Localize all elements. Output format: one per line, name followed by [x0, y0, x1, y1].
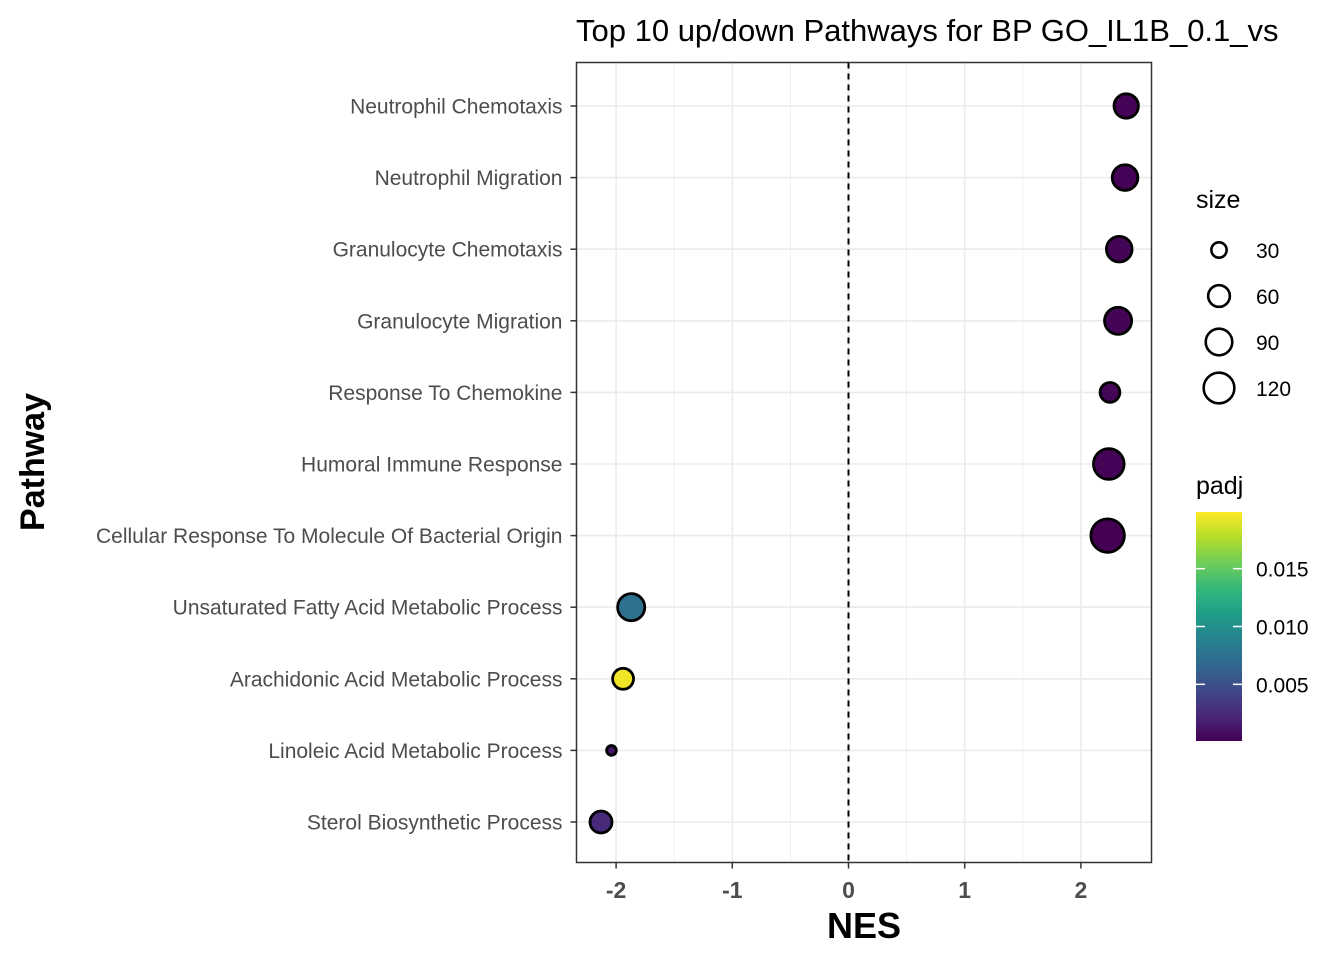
y-tick-label: Cellular Response To Molecule Of Bacteri… [96, 525, 563, 548]
major-gridlines [576, 62, 1152, 863]
size-legend-title: size [1196, 186, 1240, 214]
y-tick-label: Humoral Immune Response [301, 454, 562, 477]
chart-title: Top 10 up/down Pathways for BP GO_IL1B_0… [576, 13, 1279, 48]
colorbar-tick-label: 0.005 [1256, 674, 1309, 697]
point-3 [1105, 234, 1134, 264]
x-tick-label: -1 [722, 877, 743, 903]
x-tick-label: 0 [842, 877, 855, 903]
point-1 [1112, 92, 1140, 120]
size-legend-label: 90 [1256, 332, 1279, 355]
size-legend-circle [1202, 371, 1236, 405]
x-tick-label: -2 [606, 877, 626, 903]
colorbar-tick-label: 0.015 [1256, 559, 1309, 582]
x-tick-label: 2 [1075, 877, 1088, 903]
point-8 [616, 592, 647, 623]
y-tick-label: Neutrophil Migration [375, 167, 563, 190]
y-tick-label: Response To Chemokine [328, 382, 562, 405]
y-tick-label: Granulocyte Migration [357, 310, 562, 333]
size-legend-circle [1210, 241, 1228, 259]
point-9 [611, 666, 635, 691]
point-4 [1103, 305, 1134, 336]
colorbar-ticks: 0.005 0.010 0.015 [1196, 559, 1309, 697]
size-legend: size 30 60 90 120 [1196, 186, 1291, 405]
x-axis-title: NES [827, 905, 901, 946]
color-legend: padj 0.005 0.010 0.015 [1196, 472, 1309, 741]
point-10 [605, 744, 618, 757]
y-axis-title: Pathway [14, 393, 52, 531]
size-legend-label: 30 [1256, 240, 1279, 263]
plot-panel-border [575, 61, 1153, 864]
y-tick-label: Linoleic Acid Metabolic Process [268, 740, 562, 763]
point-2 [1110, 163, 1140, 192]
point-6 [1092, 447, 1126, 481]
point-11 [588, 809, 614, 835]
size-legend-circle [1206, 283, 1232, 309]
color-legend-title: padj [1196, 472, 1243, 500]
plot-panel [576, 62, 1152, 863]
y-axis: Neutrophil Chemotaxis Neutrophil Migratio… [96, 96, 577, 835]
size-legend-circle [1204, 327, 1234, 357]
y-tick-label: Neutrophil Chemotaxis [350, 96, 562, 119]
point-7 [1089, 517, 1126, 554]
size-legend-label: 120 [1256, 378, 1291, 401]
data-points [588, 92, 1140, 835]
colorbar-tick-label: 0.010 [1256, 617, 1309, 640]
y-tick-label: Unsaturated Fatty Acid Metabolic Process [173, 597, 563, 620]
minor-gridlines [673, 62, 1024, 863]
y-tick-label: Granulocyte Chemotaxis [333, 239, 563, 262]
point-5 [1098, 381, 1122, 404]
x-tick-label: 1 [958, 877, 971, 903]
x-axis: -2 -1 0 1 2 [606, 862, 1088, 903]
y-tick-label: Arachidonic Acid Metabolic Process [230, 668, 563, 691]
size-legend-items: 30 60 90 120 [1202, 240, 1291, 405]
y-tick-label: Sterol Biosynthetic Process [307, 812, 563, 835]
size-legend-label: 60 [1256, 286, 1279, 309]
